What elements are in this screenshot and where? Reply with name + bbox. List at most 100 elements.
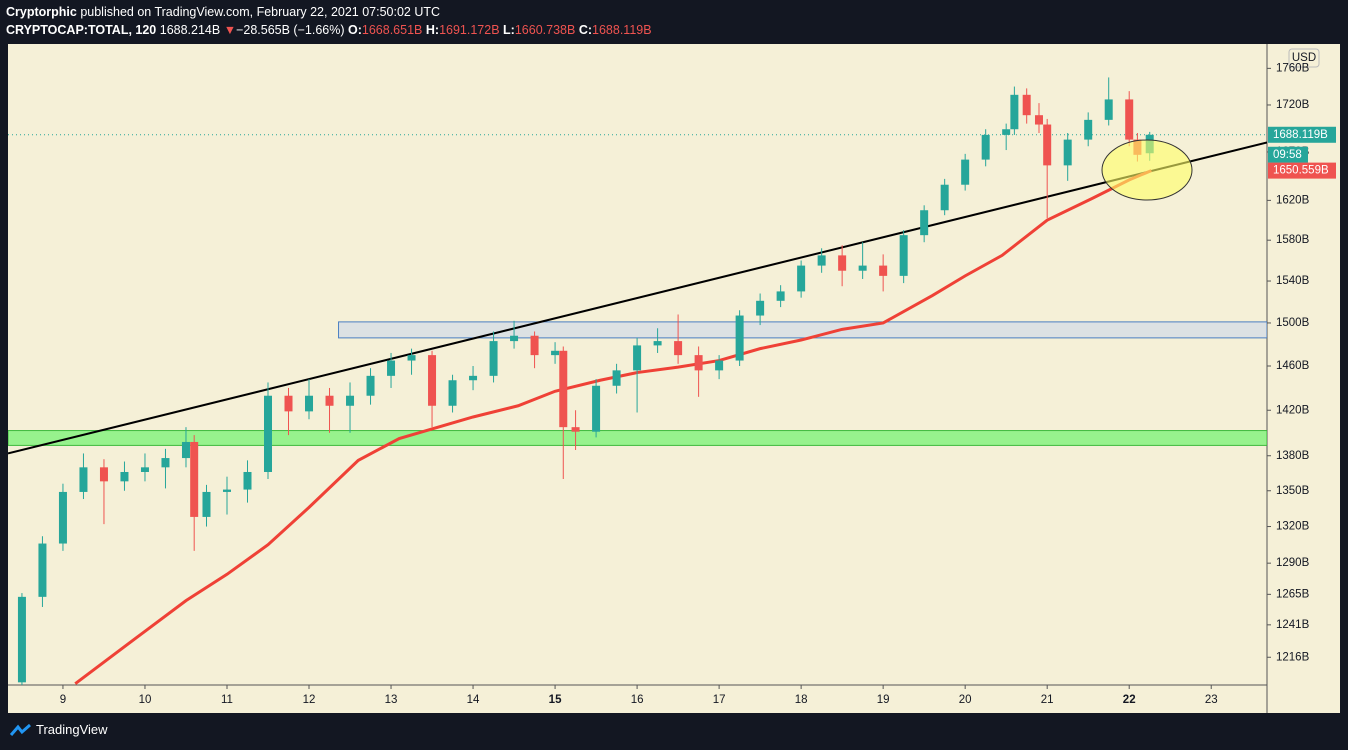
candle-body bbox=[961, 159, 970, 185]
candle-body bbox=[1002, 129, 1011, 135]
candle-body bbox=[1063, 139, 1072, 166]
candle-body bbox=[190, 441, 199, 517]
y-tick-label: 1620B bbox=[1276, 194, 1310, 206]
candle-body bbox=[448, 380, 457, 406]
ohlc-value: 1691.172B bbox=[439, 23, 500, 37]
candle-body bbox=[879, 265, 888, 276]
x-tick-label: 18 bbox=[795, 694, 808, 706]
last: 1688.214B bbox=[159, 23, 221, 37]
plot bbox=[8, 77, 1267, 685]
arrow: ▼ bbox=[223, 23, 237, 37]
candle-body bbox=[305, 395, 314, 412]
trendline bbox=[8, 141, 1267, 455]
y-tick-label: 1350B bbox=[1276, 485, 1310, 497]
candle-body bbox=[776, 291, 785, 301]
ohlc-key: C: bbox=[578, 23, 593, 37]
y-tick-label: 1241B bbox=[1276, 619, 1310, 631]
published: published on TradingView.com, February 2… bbox=[80, 5, 441, 19]
zone bbox=[8, 430, 1267, 446]
countdown: 09:58 bbox=[1273, 149, 1302, 161]
y-tick-label: 1460B bbox=[1276, 360, 1310, 372]
candle-body bbox=[264, 395, 273, 472]
candle-body bbox=[1010, 94, 1019, 130]
countdown-box bbox=[1268, 146, 1308, 163]
x-tick-label: 23 bbox=[1205, 694, 1218, 706]
candle-body bbox=[981, 134, 990, 160]
currency: USD bbox=[1292, 52, 1316, 64]
currency-button[interactable] bbox=[1288, 48, 1320, 68]
ohlc: O:1668.651B H:1691.172B L:1660.738B C:16… bbox=[348, 23, 652, 37]
candle-body bbox=[571, 427, 580, 432]
x-tick-label: 9 bbox=[60, 694, 66, 706]
candle-body bbox=[58, 491, 67, 544]
author: Cryptorphic bbox=[6, 5, 77, 19]
candle-body bbox=[838, 255, 847, 271]
x-tick-label: 22 bbox=[1123, 694, 1136, 706]
ohlc-key: L: bbox=[503, 23, 515, 37]
candle-body bbox=[674, 341, 683, 356]
y-tick-label: 1290B bbox=[1276, 557, 1310, 569]
candle-body bbox=[510, 335, 519, 342]
x-tick-label: 13 bbox=[385, 694, 398, 706]
candle-body bbox=[428, 355, 437, 406]
candle-body bbox=[633, 345, 642, 371]
candle-body bbox=[17, 596, 26, 683]
x-tick-label: 15 bbox=[549, 694, 562, 706]
candle-body bbox=[79, 467, 88, 492]
candle-body bbox=[284, 395, 293, 412]
candle-body bbox=[530, 335, 539, 356]
candle-body bbox=[1084, 119, 1093, 140]
candle-body bbox=[940, 184, 949, 211]
moving-average bbox=[74, 169, 1152, 685]
candle-body bbox=[346, 395, 355, 406]
y-tick-label: 1580B bbox=[1276, 234, 1310, 246]
x-tick-label: 21 bbox=[1041, 694, 1054, 706]
candle-body bbox=[489, 341, 498, 376]
y-tick-label: 1320B bbox=[1276, 521, 1310, 533]
change: −28.565B (−1.66%) bbox=[236, 23, 345, 37]
candle-body bbox=[325, 395, 334, 406]
x-tick-label: 19 bbox=[877, 694, 890, 706]
candle-body bbox=[99, 467, 108, 482]
candle-body bbox=[222, 489, 231, 492]
candle-body bbox=[387, 360, 396, 376]
candle-body bbox=[551, 350, 560, 356]
x-tick-label: 11 bbox=[221, 694, 233, 706]
ohlc-key: O: bbox=[348, 23, 362, 37]
x-tick-label: 20 bbox=[959, 694, 972, 706]
candle-body bbox=[899, 235, 908, 276]
y-tick-label: 1720B bbox=[1276, 99, 1310, 111]
ohlc-value: 1688.119B bbox=[592, 23, 652, 37]
ma-label: 1650.559B bbox=[1273, 165, 1329, 177]
candle-body bbox=[181, 441, 190, 459]
candle-body bbox=[407, 355, 416, 361]
candle-body bbox=[140, 467, 149, 472]
x-tick-label: 14 bbox=[467, 694, 480, 706]
candle-body bbox=[817, 255, 826, 266]
ohlc-value: 1660.738B bbox=[514, 23, 576, 37]
y-tick-label: 1420B bbox=[1276, 404, 1310, 416]
x-tick-label: 17 bbox=[713, 694, 726, 706]
candle-body bbox=[756, 300, 765, 316]
candle-body bbox=[366, 375, 375, 396]
candle-body bbox=[1022, 94, 1031, 116]
candle-body bbox=[1125, 99, 1134, 140]
ohlc-value: 1668.651B bbox=[361, 23, 423, 37]
y-tick-label: 1216B bbox=[1276, 651, 1310, 663]
x-tick-label: 16 bbox=[631, 694, 644, 706]
x-tick-label: 12 bbox=[303, 694, 316, 706]
candle-body bbox=[1043, 124, 1052, 166]
y-tick-label: 1540B bbox=[1276, 275, 1310, 287]
candle-body bbox=[653, 341, 662, 346]
candle-body bbox=[559, 350, 568, 428]
symbol-line: CRYPTOCAP:TOTAL, 120 1688.214B ▼−28.565B… bbox=[6, 23, 652, 37]
candle-body bbox=[592, 385, 601, 432]
candle-body bbox=[715, 360, 724, 371]
candle-body bbox=[469, 375, 478, 381]
candle-body bbox=[920, 210, 929, 236]
candle-body bbox=[120, 471, 129, 482]
candle-body bbox=[797, 265, 806, 292]
candle-body bbox=[1034, 115, 1043, 125]
